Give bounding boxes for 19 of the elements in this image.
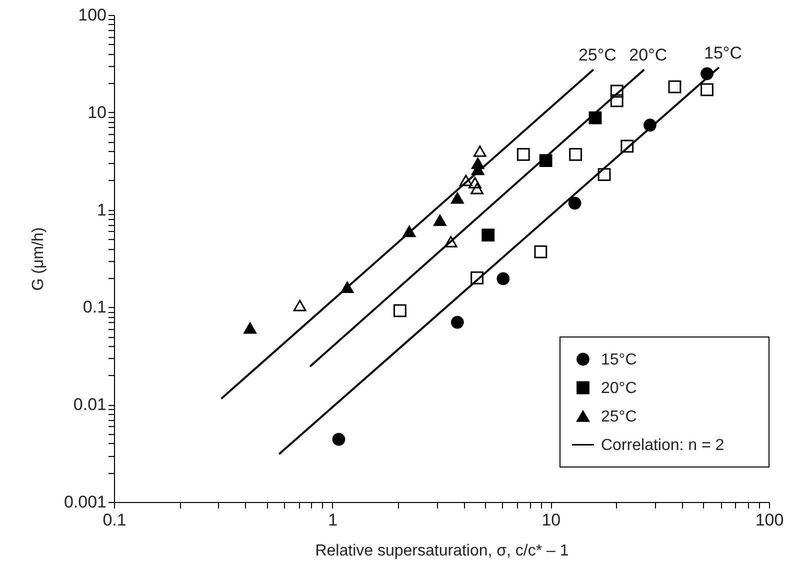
legend-label: 15°C: [601, 351, 637, 368]
legend-label: 20°C: [601, 380, 637, 397]
x-axis-title: Relative supersaturation, σ, c/c* – 1: [315, 542, 569, 560]
annotation: 20°C: [629, 46, 668, 65]
y-tick-label: 1: [97, 200, 106, 220]
legend-label: Correlation: n = 2: [601, 436, 724, 454]
annotation: 15°C: [704, 43, 742, 62]
y-tick-label: 0.01: [73, 395, 106, 414]
y-tick-label: 10: [88, 102, 106, 122]
legend-label: 25°C: [601, 408, 637, 426]
x-tick-label: 100: [755, 510, 784, 530]
y-tick-label: 100: [78, 6, 106, 24]
x-tick-label: 10: [542, 510, 561, 530]
annotation: 25°C: [578, 46, 616, 65]
y-tick-label: 0.001: [64, 492, 106, 512]
x-tick-label: 0.1: [102, 510, 126, 530]
x-tick-label: 1: [328, 510, 338, 530]
y-axis-title: G (μm/h): [30, 227, 47, 291]
y-tick-label: 0.1: [82, 298, 106, 317]
